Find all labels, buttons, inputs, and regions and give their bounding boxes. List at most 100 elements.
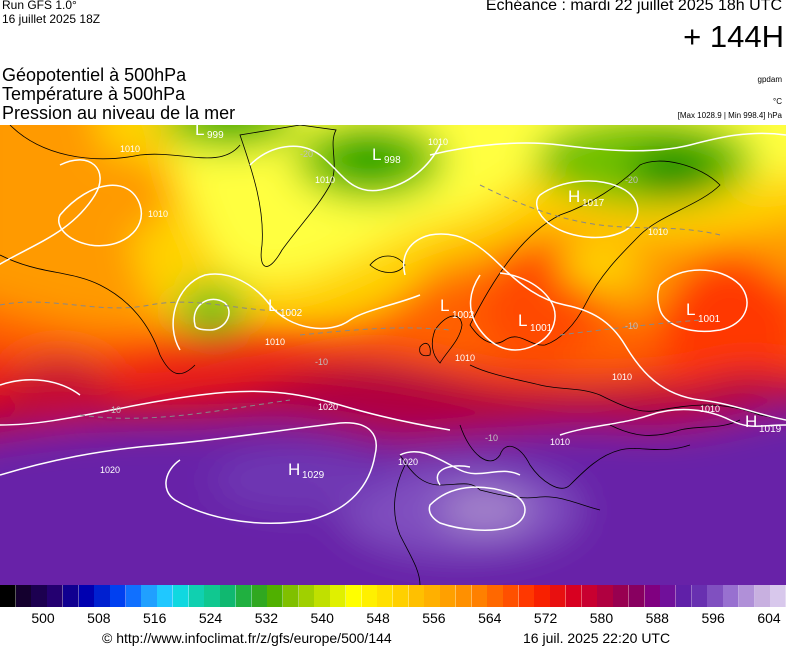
weather-map: -10 -10 -10 -10 -20 -20 1010 1010 1010 1… — [0, 125, 786, 585]
low-pressure-label: L 1001 — [518, 311, 553, 334]
colorbar-tick-label: 524 — [198, 610, 223, 626]
isobar-label: 1020 — [318, 402, 338, 412]
colorbar-swatch — [455, 585, 473, 607]
colorbar-tick-label: 500 — [31, 610, 55, 626]
svg-text:1001: 1001 — [530, 323, 553, 334]
svg-text:L: L — [440, 296, 449, 315]
colorbar-tick-label: 532 — [254, 610, 279, 626]
colorbar-swatch — [94, 585, 111, 607]
isotherm-label: -10 — [485, 433, 498, 443]
isobar-label: 1010 — [148, 209, 168, 219]
colorbar-swatch — [62, 585, 80, 607]
svg-text:L: L — [268, 296, 277, 315]
isobar-label: 1010 — [120, 144, 140, 154]
colorbar-swatch — [691, 585, 708, 607]
variable-temperature: Température à 500hPa — [2, 84, 186, 104]
colorbar-tick-label: 572 — [533, 610, 558, 626]
isobar-label: 1020 — [100, 465, 120, 475]
variable-geopotential: Géopotentiel à 500hPa — [2, 65, 187, 85]
colorbar-tick-label: 604 — [757, 610, 781, 626]
colorbar-swatch — [78, 585, 95, 607]
isobar-label: 1010 — [700, 404, 720, 414]
colorbar-tick-label: 548 — [366, 610, 390, 626]
svg-text:1002: 1002 — [452, 310, 475, 321]
colorbar-swatch — [345, 585, 363, 607]
generated-time: 16 juil. 2025 22:20 UTC — [523, 630, 671, 646]
colorbar-swatch — [628, 585, 646, 607]
colorbar-tick-label: 540 — [310, 610, 334, 626]
svg-text:1019: 1019 — [759, 424, 782, 435]
colorbar-swatch — [644, 585, 661, 607]
colorbar-swatch — [503, 585, 520, 607]
colorbar-swatch — [361, 585, 378, 607]
colorbar-swatch — [738, 585, 756, 607]
colorbar-swatch — [0, 585, 17, 607]
svg-text:999: 999 — [207, 130, 224, 141]
colorbar-swatch — [723, 585, 740, 607]
colorbar-swatch — [314, 585, 331, 607]
low-pressure-label: L 1001 — [686, 300, 721, 325]
colorbar-tick-label: 516 — [143, 610, 167, 626]
svg-text:1001: 1001 — [698, 314, 721, 325]
high-pressure-label: H 1017 — [568, 187, 605, 209]
colorbar-swatch — [770, 585, 786, 607]
colorbar-swatch — [518, 585, 535, 607]
colorbar-swatch — [204, 585, 221, 607]
colorbar-swatch — [565, 585, 583, 607]
lead-time: + 144H — [683, 19, 784, 54]
colorbar-swatch — [675, 585, 693, 607]
colorbar-tick-label: 580 — [589, 610, 614, 626]
isotherm-labels: -10 -10 -10 -10 -20 -20 — [108, 149, 638, 443]
colorbar-tick-label: 588 — [645, 610, 669, 626]
isobar-label: 1010 — [612, 372, 632, 382]
run-title: Run GFS 1.0° — [2, 0, 77, 12]
svg-text:1017: 1017 — [582, 198, 605, 209]
colorbar-swatch — [141, 585, 158, 607]
colorbar-tick-label: 508 — [87, 610, 111, 626]
isobar-label: 1010 — [648, 227, 668, 237]
svg-text:L: L — [518, 311, 527, 330]
svg-text:L: L — [686, 300, 695, 319]
low-pressure-label: L 1002 — [268, 296, 303, 319]
high-pressure-label: H 1019 — [745, 412, 782, 435]
isobar-labels: 1010 1010 1010 1010 1010 1010 1010 1010 … — [100, 137, 720, 475]
svg-text:1002: 1002 — [280, 308, 303, 319]
colorbar-swatch — [251, 585, 268, 607]
geopotential-field — [0, 125, 786, 585]
isotherm-label: -10 — [315, 357, 328, 367]
colorbar-swatch — [408, 585, 425, 607]
high-pressure-label: H 1029 — [288, 460, 325, 481]
colorbar-swatch — [597, 585, 614, 607]
colorbar-swatch — [440, 585, 457, 607]
source-url[interactable]: © http://www.infoclimat.fr/z/gfs/europe/… — [102, 630, 392, 646]
coastlines — [0, 125, 786, 585]
colorbar-swatch — [125, 585, 142, 607]
colorbar-swatch — [550, 585, 567, 607]
low-pressure-label: L 998 — [372, 145, 401, 166]
colorbar-swatch — [220, 585, 237, 607]
colorbar-swatch — [660, 585, 677, 607]
low-pressure-label: L 999 — [195, 125, 224, 141]
colorbar-swatch — [613, 585, 630, 607]
colorbar-swatch — [298, 585, 315, 607]
pressure-range: [Max 1028.9 | Min 998.4] hPa — [677, 111, 782, 120]
isobar-label: 1010 — [315, 175, 335, 185]
colorbar-swatch — [330, 585, 347, 607]
pressure-centers: L 999 L 998 L 1002 L 1002 L 1001 L 1001 — [195, 125, 782, 481]
unit-temperature: °C — [773, 97, 782, 106]
colorbar-swatch — [15, 585, 32, 607]
colorbar-swatch — [377, 585, 394, 607]
svg-text:H: H — [288, 460, 300, 479]
svg-text:L: L — [195, 125, 204, 139]
isobar-label: 1010 — [265, 337, 285, 347]
colorbar-swatch — [487, 585, 504, 607]
unit-geopotential: gpdam — [757, 75, 782, 84]
isobar-label: 1010 — [428, 137, 448, 147]
isobar-label: 1020 — [398, 457, 418, 467]
colorbar-tick-label: 556 — [422, 610, 446, 626]
isotherms — [0, 184, 721, 419]
forecast-valid-time: Echéance : mardi 22 juillet 2025 18h UTC — [485, 0, 782, 14]
isotherm-label: -20 — [300, 149, 313, 159]
colorbar-tick-label: 596 — [701, 610, 725, 626]
svg-text:L: L — [372, 145, 381, 164]
